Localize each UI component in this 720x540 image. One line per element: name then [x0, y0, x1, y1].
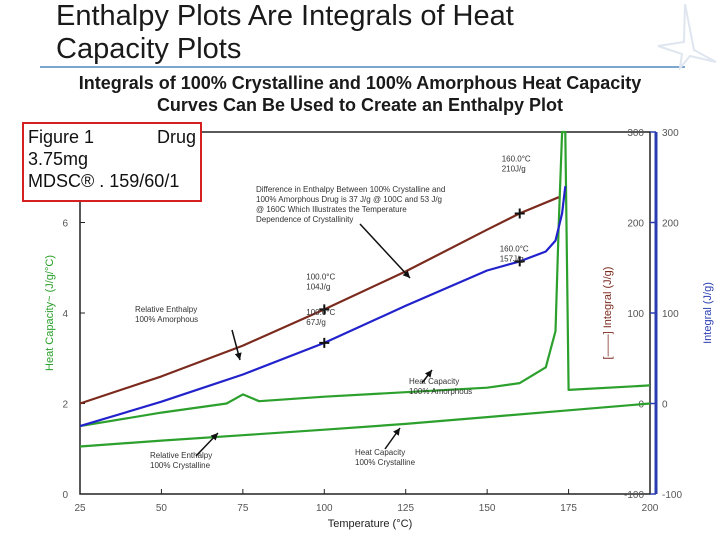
slide-subtitle: Integrals of 100% Crystalline and 100% A… — [30, 72, 690, 116]
marker-label: 100.0°C — [306, 272, 335, 281]
y-right-inner-tick-label: 300 — [627, 128, 644, 139]
y-right-outer-axis-label: Integral (J/g) — [702, 282, 714, 344]
x-tick-label: 25 — [74, 503, 86, 514]
series-line-2 — [79, 196, 560, 405]
annotation-arrow — [359, 223, 411, 279]
series-line-0 — [79, 130, 651, 428]
annotation-arrowhead — [402, 270, 410, 278]
marker-cross — [514, 256, 525, 267]
x-tick-label: 200 — [642, 503, 659, 514]
slide-title-line2: Capacity Plots — [56, 33, 242, 65]
annotation-text: Dependence of Crystallinity — [256, 215, 353, 224]
annotation-text: 100% Amorphous Drug is 37 J/g @ 100C and… — [256, 195, 442, 204]
marker-label: 210J/g — [502, 164, 526, 173]
y-left-axis-label: Heat Capacity~ (J/g/°C) — [44, 255, 56, 371]
marker-label: 67J/g — [306, 318, 326, 327]
y-left-tick-label: 6 — [62, 219, 68, 230]
annotation-arrowhead — [424, 370, 432, 378]
annotation-text: Heat Capacity — [355, 448, 405, 457]
y-right-inner-tick-label: -100 — [624, 490, 644, 501]
y-right-outer-tick-label: 300 — [662, 128, 679, 139]
x-tick-label: 150 — [479, 503, 496, 514]
annotation-text: Relative Enthalpy — [135, 305, 197, 314]
marker-cross — [319, 304, 330, 315]
annotation-text: 100% Amorphous — [409, 387, 472, 396]
marker-cross — [319, 337, 330, 348]
marker-label: 157J/g — [500, 254, 524, 263]
x-tick-label: 50 — [156, 503, 168, 514]
y-right-outer-tick-label: 100 — [662, 309, 679, 320]
x-tick-label: 125 — [397, 503, 414, 514]
annotation-text: 100% Crystalline — [355, 458, 416, 467]
method-label: MDSC® . 159/60/1 — [28, 171, 180, 191]
x-axis-label: Temperature (°C) — [328, 518, 412, 530]
y-left-tick-label: 2 — [62, 400, 68, 411]
slide-title: Enthalpy Plots Are Integrals of Heat Cap… — [56, 0, 656, 66]
marker-label: 104J/g — [306, 282, 330, 291]
marker-cross — [514, 208, 525, 219]
annotation-text: Difference in Enthalpy Between 100% Crys… — [256, 185, 445, 194]
star-decoration-icon — [657, 3, 717, 70]
figure-info-box: Figure 1 Drug 3.75mg MDSC® . 159/60/1 — [22, 122, 202, 202]
annotation-text: 100% Crystalline — [150, 461, 211, 470]
slide-title-line1: Enthalpy Plots Are Integrals of Heat — [56, 0, 514, 32]
annotation-arrowhead — [210, 433, 218, 441]
marker-label: 160.0°C — [500, 244, 529, 253]
sample-mass: 3.75mg — [28, 149, 89, 169]
y-right-inner-tick-label: 200 — [627, 219, 644, 230]
y-right-outer-tick-label: 200 — [662, 219, 679, 230]
title-rule — [40, 66, 685, 68]
y-right-outer-tick-label: 0 — [662, 400, 668, 411]
x-tick-label: 100 — [316, 503, 333, 514]
y-right-inner-tick-label: 100 — [627, 309, 644, 320]
annotation-text: Relative Enthalpy — [150, 451, 212, 460]
annotation-text: Heat Capacity — [409, 377, 459, 386]
annotation-arrowhead — [393, 428, 400, 436]
annotation-text: 100% Amorphous — [135, 315, 198, 324]
y-left-tick-label: 4 — [62, 309, 68, 320]
annotation-text: @ 160C Which Illustrates the Temperature — [256, 205, 407, 214]
subtitle-line1: Integrals of 100% Crystalline and 100% A… — [78, 73, 642, 93]
series-line-1 — [79, 402, 651, 448]
sample-name: Drug — [156, 127, 196, 147]
subtitle-line2: Curves Can Be Used to Create an Enthalpy… — [156, 95, 564, 115]
marker-label: 100.0°C — [306, 308, 335, 317]
x-tick-label: 175 — [560, 503, 577, 514]
y-right-inner-axis-label: [——] Integral (J/g) — [602, 267, 614, 360]
series-line-3 — [79, 186, 567, 428]
marker-label: 160.0°C — [502, 154, 531, 163]
y-right-outer-tick-label: -100 — [662, 490, 682, 501]
y-left-tick-label: 0 — [62, 490, 68, 501]
figure-number: Figure 1 — [28, 127, 95, 147]
x-tick-label: 75 — [237, 503, 249, 514]
annotation-arrowhead — [234, 352, 242, 360]
